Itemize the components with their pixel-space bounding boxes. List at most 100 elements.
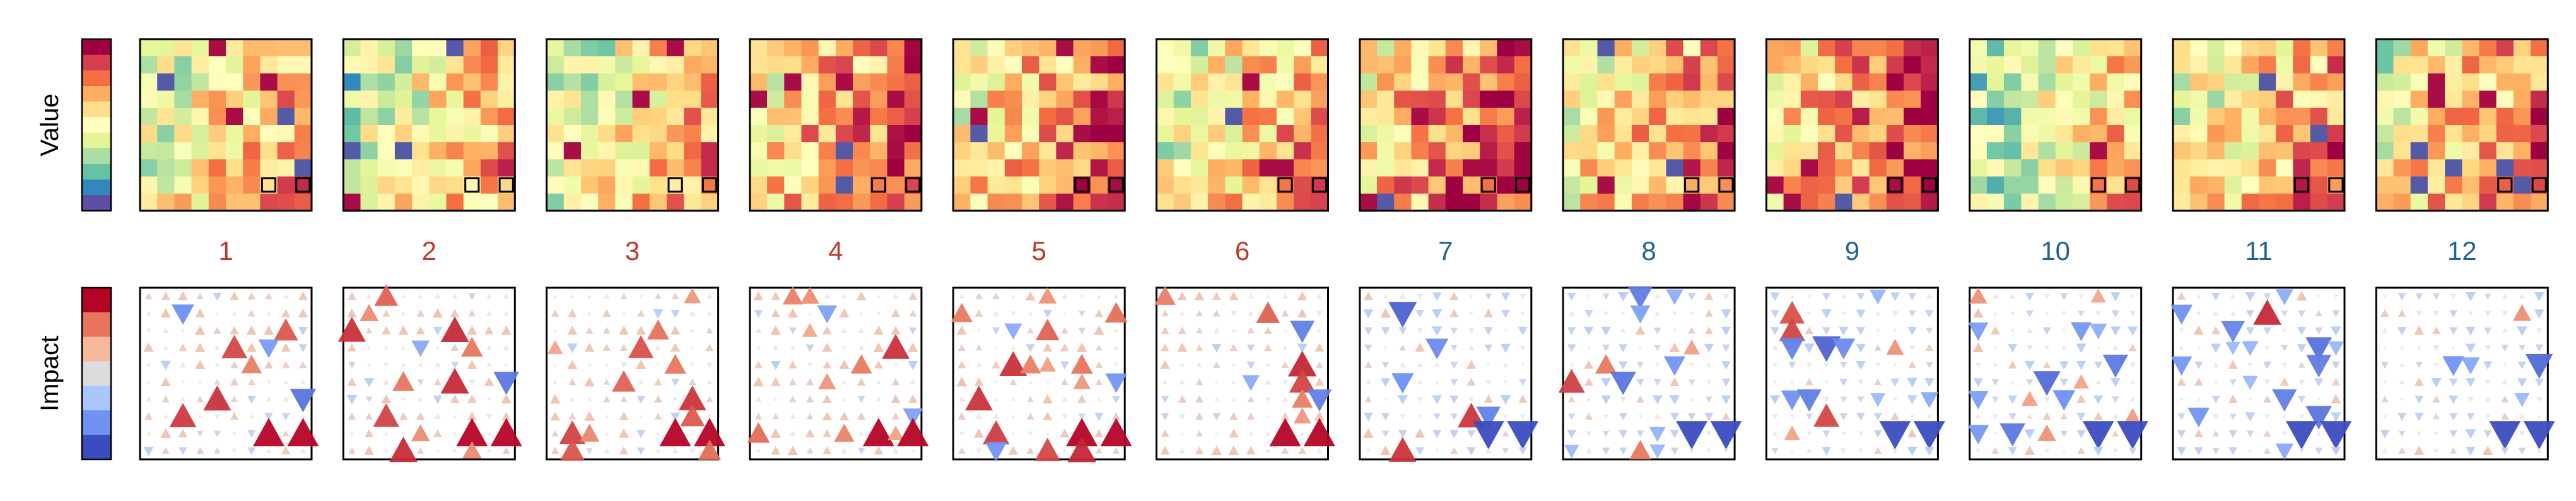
impact-triangle-down	[247, 430, 256, 438]
impact-triangle-down	[2468, 311, 2474, 316]
impact-triangle-up	[287, 418, 319, 447]
heatmap-cell	[1580, 125, 1598, 143]
impact-triangle-up	[1558, 368, 1585, 393]
heatmap-cell	[480, 176, 498, 194]
impact-triangle-up	[1026, 412, 1034, 420]
heatmap-cell	[2276, 193, 2293, 211]
heatmap-cell	[1800, 125, 1818, 143]
heatmap-cell	[2224, 142, 2242, 160]
heatmap-cell	[1683, 56, 1701, 74]
impact-triangle-down	[1603, 311, 1609, 316]
impact-triangle-up	[604, 432, 609, 435]
impact-triangle-up	[1484, 309, 1494, 317]
heatmap-cell	[632, 73, 650, 91]
impact-triangle-down	[2263, 293, 2271, 300]
heatmap-cell	[1173, 142, 1191, 160]
heatmap-cell	[1394, 125, 1412, 143]
heatmap-cell	[1818, 39, 1835, 57]
impact-triangle-down	[1246, 362, 1255, 370]
heatmap-cell	[598, 73, 616, 91]
impact-triangle-down	[1721, 344, 1731, 352]
heatmap-cell	[1800, 176, 1818, 194]
heatmap-cell	[394, 73, 413, 91]
impact-triangle-up	[790, 345, 795, 350]
heatmap-cell	[343, 193, 361, 211]
heatmap-cell	[1090, 39, 1108, 57]
impact-triangle-down	[1619, 361, 1628, 370]
heatmap-cell	[649, 56, 667, 74]
heatmap-cell	[226, 39, 243, 57]
heatmap-cell	[2310, 39, 2328, 57]
heatmap-cell	[615, 176, 633, 194]
impact-triangle-down	[1425, 338, 1449, 360]
heatmap-cell	[667, 193, 684, 211]
impact-triangle-up	[787, 308, 799, 318]
impact-triangle-up	[197, 414, 202, 418]
impact-triangle-up	[1039, 357, 1056, 372]
impact-triangle-up	[602, 395, 611, 403]
impact-triangle-up	[672, 447, 679, 454]
heatmap-cell	[1377, 56, 1395, 74]
heatmap-cell	[1394, 159, 1412, 177]
heatmap-cell	[953, 39, 971, 57]
impact-triangle-up	[893, 293, 899, 299]
heatmap-cell	[2207, 56, 2225, 74]
impact-triangle-down	[1893, 329, 1897, 333]
heatmap-cell	[1717, 90, 1735, 109]
heatmap-cell	[1631, 176, 1649, 194]
impact-triangle-down	[1666, 289, 1683, 305]
heatmap-cell	[2496, 142, 2514, 160]
heatmap-cell	[2479, 73, 2497, 91]
impact-triangle-up	[2026, 413, 2034, 420]
impact-triangle-up	[503, 345, 510, 351]
impact-triangle-up	[501, 411, 511, 420]
heatmap-cell	[1242, 142, 1260, 160]
heatmap-cell	[784, 125, 802, 143]
impact-triangle-up	[770, 377, 781, 386]
heatmap-cell	[1514, 56, 1532, 74]
heatmap-cell	[1394, 39, 1412, 57]
impact-triangle-down	[1772, 380, 1777, 385]
value-panel-frame	[1765, 38, 1939, 212]
impact-triangle-up	[1654, 413, 1661, 420]
impact-triangle-up	[1689, 397, 1694, 401]
heatmap-cell	[1259, 39, 1277, 57]
heatmap-cell	[1294, 39, 1311, 57]
impact-triangle-down	[1653, 327, 1661, 334]
impact-triangle-up	[266, 396, 272, 402]
impact-triangle-down	[1840, 448, 1847, 454]
impact-triangle-up	[366, 345, 372, 350]
heatmap-cell	[801, 193, 819, 211]
heatmap-cell	[1173, 107, 1191, 126]
impact-triangle-down	[2025, 310, 2034, 317]
impact-triangle-up	[248, 378, 255, 386]
impact-triangle-down	[1114, 363, 1118, 367]
heatmap-cell	[701, 125, 719, 143]
heatmap-cell	[2190, 159, 2208, 177]
impact-triangle-up	[2414, 445, 2425, 455]
heatmap-cell	[343, 142, 361, 160]
heatmap-cell	[667, 39, 684, 57]
impact-triangle-down	[1839, 379, 1848, 387]
heatmap-cell	[2190, 56, 2208, 74]
heatmap-cell	[2072, 125, 2090, 143]
heatmap-cell	[1986, 107, 2005, 126]
heatmap-cell	[2445, 107, 2462, 126]
impact-triangle-down	[2042, 327, 2051, 335]
impact-triangle-down	[1584, 326, 1594, 336]
heatmap-cell	[1597, 125, 1615, 143]
impact-triangle-down	[976, 448, 982, 454]
heatmap-cell	[684, 193, 701, 211]
impact-triangle-down	[2078, 294, 2084, 299]
heatmap-cell	[1666, 107, 1684, 126]
heatmap-cell	[1921, 90, 1938, 109]
heatmap-cell	[853, 176, 870, 194]
heatmap-cell	[615, 39, 633, 57]
heatmap-cell	[226, 73, 243, 91]
heatmap-cell	[581, 193, 599, 211]
heatmap-cell	[277, 193, 295, 211]
heatmap-cell	[377, 107, 395, 126]
impact-triangle-up	[1363, 428, 1374, 438]
impact-triangle-down	[2433, 363, 2439, 368]
colorbar-segment	[82, 288, 111, 313]
